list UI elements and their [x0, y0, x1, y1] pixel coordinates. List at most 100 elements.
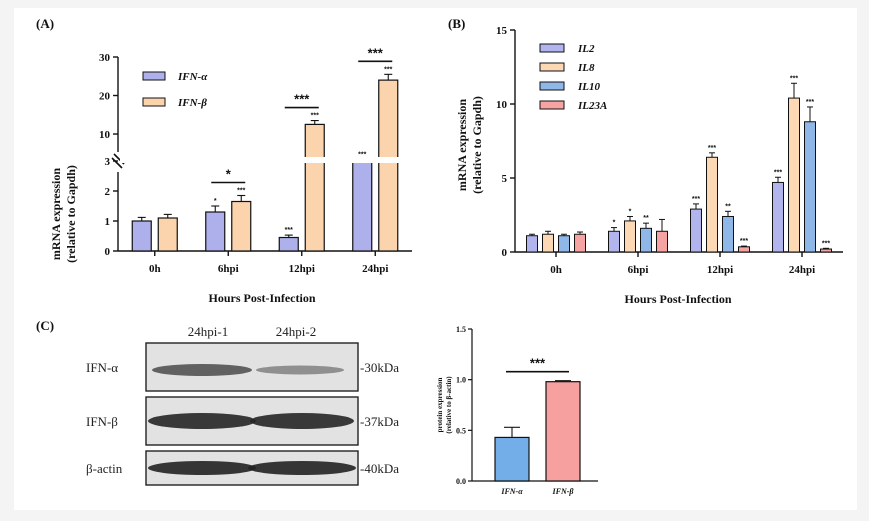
- panel-a-bar: [157, 217, 178, 252]
- panel-b-sig-label: *: [613, 220, 616, 227]
- panel-c-chart: 0.0 0.5 1.0 1.5 IFN-α IFN-β ***: [456, 325, 598, 496]
- panel-c: (C) 24hpi-1 24hpi-2 IFN-α IFN-β β-actin …: [36, 318, 598, 496]
- panel-b-bar: [788, 97, 800, 253]
- blot-size-label: -30kDa: [360, 360, 399, 375]
- panel-b-bar: [690, 208, 702, 253]
- panel-a-bar: [205, 211, 226, 252]
- panel-a-legend-label: IFN-α: [177, 71, 208, 83]
- panel-b-bar: [772, 181, 784, 253]
- panel-b-bar: [804, 121, 816, 253]
- panel-a-bar: [231, 200, 252, 252]
- blot-band: [248, 461, 356, 475]
- panel-b-legend-swatch: [539, 43, 565, 53]
- panel-b-chart: (B) mRNA expression (relative to Gapdh) …: [448, 16, 843, 306]
- panel-b-sig-label: ***: [822, 240, 830, 247]
- panel-b-sig-label: **: [725, 203, 731, 210]
- panel-a-sig-label: ***: [358, 151, 366, 158]
- blot-protein-label: IFN-β: [86, 414, 118, 429]
- panel-a-bar: [278, 236, 299, 252]
- panel-a-bar: [378, 79, 399, 252]
- blot-band: [152, 364, 252, 376]
- blot-size-label: -40kDa: [360, 461, 399, 476]
- panel-b-ylabel-1: mRNA expression: [455, 99, 469, 191]
- panel-b-legend-label: IL23A: [577, 100, 607, 112]
- panel-b-sig-label: *: [629, 208, 632, 215]
- panel-a-bar: [352, 159, 373, 252]
- panel-b-xlabel: Hours Post-Infection: [625, 292, 732, 306]
- blot-band: [250, 413, 354, 429]
- panel-a-sig-label: ***: [311, 113, 319, 120]
- figure-background: [14, 8, 857, 510]
- panel-a-x-tick-label: 12hpi: [289, 263, 315, 275]
- panel-b-bar: [820, 248, 832, 253]
- panel-c-y-tick-label: 1.0: [456, 376, 466, 385]
- panel-a-sig-label: ***: [384, 66, 392, 73]
- panel-a-y-tick-label: 20: [99, 91, 111, 103]
- blot-protein-label: IFN-α: [86, 360, 118, 375]
- panel-c-ylabel-1: protein expression: [436, 378, 444, 433]
- panel-a-y-tick-label: 10: [99, 129, 111, 141]
- panel-c-bar: [545, 381, 581, 482]
- panel-a-y-tick-label: 0: [105, 246, 111, 258]
- panel-b-bar: [574, 233, 586, 253]
- panel-a-chart: (A) mRNA expression (relative to Gapdh) …: [36, 16, 412, 305]
- panel-c-bar: [494, 436, 530, 482]
- panel-a-ylabel-2: (relative to Gapdh): [64, 165, 78, 263]
- panel-a-bar: [304, 123, 325, 252]
- panel-b-legend-swatch: [539, 81, 565, 91]
- panel-b-bar: [640, 227, 652, 253]
- panel-b-y-tick-label: 0: [502, 247, 508, 259]
- panel-b-bar: [542, 233, 554, 253]
- panel-c-ylabel-2: (relative to β-actin): [445, 376, 453, 434]
- panel-b-bar: [608, 230, 620, 253]
- panel-b-y-tick-label: 5: [502, 173, 508, 185]
- panel-b-bar: [706, 156, 718, 253]
- panel-a-sig-label: ***: [285, 227, 293, 234]
- panel-a-comparison-label: *: [226, 167, 232, 182]
- panel-a-comparison-label: ***: [294, 92, 310, 107]
- panel-a-legend-label: IFN-β: [177, 97, 207, 109]
- panel-a-bar: [131, 220, 152, 252]
- panel-a-break-strip: [120, 157, 412, 163]
- panel-a-legend-swatch: [142, 97, 166, 107]
- panel-c-y-tick-label: 1.5: [456, 325, 466, 334]
- panel-b-bar: [526, 235, 538, 253]
- panel-b-letter: (B): [448, 16, 465, 31]
- panel-a-x-tick-label: 0h: [149, 263, 161, 275]
- panel-b-x-tick-label: 24hpi: [789, 264, 815, 276]
- panel-b-sig-label: ***: [692, 196, 700, 203]
- panel-b-ylabel-2: (relative to Gapdh): [470, 96, 484, 194]
- panel-b-sig-label: ***: [708, 145, 716, 152]
- panel-b-sig-label: ***: [774, 169, 782, 176]
- panel-a-y-tick-label: 2: [105, 186, 111, 198]
- blot-band: [148, 461, 256, 475]
- panel-c-x-tick-label: IFN-β: [552, 487, 575, 496]
- panel-a-axis-break-mark: [111, 157, 123, 169]
- blot-lane-label-1: 24hpi-1: [188, 324, 228, 339]
- panel-b-x-tick-label: 0h: [550, 264, 562, 276]
- panel-b-bar: [738, 246, 750, 253]
- panel-c-y-tick-label: 0.0: [456, 477, 466, 486]
- panel-b-legend-swatch: [539, 100, 565, 110]
- panel-b-bar: [558, 235, 570, 253]
- panel-c-letter: (C): [36, 318, 54, 333]
- panel-b-sig-label: **: [643, 215, 649, 222]
- panel-c-y-tick-label: 0.5: [456, 426, 466, 435]
- panel-b-legend-label: IL10: [577, 81, 601, 93]
- panel-a-x-tick-label: 6hpi: [218, 263, 239, 275]
- panel-b-legend-label: IL8: [577, 62, 595, 74]
- panel-b-sig-label: ***: [806, 99, 814, 106]
- panel-a-letter: (A): [36, 16, 54, 31]
- panel-a-ylabel-1: mRNA expression: [49, 168, 63, 260]
- panel-b-bar: [722, 215, 734, 253]
- blot-lane-label-2: 24hpi-2: [276, 324, 316, 339]
- panel-a-y-tick-label: 30: [99, 52, 111, 64]
- blot-size-label: -37kDa: [360, 414, 399, 429]
- panel-b-bar: [624, 220, 636, 253]
- panel-b-sig-label: ***: [740, 238, 748, 245]
- panel-c-comparison-label: ***: [530, 356, 546, 371]
- panel-b-sig-label: ***: [790, 75, 798, 82]
- blot-band: [148, 413, 256, 429]
- panel-b-legend-swatch: [539, 62, 565, 72]
